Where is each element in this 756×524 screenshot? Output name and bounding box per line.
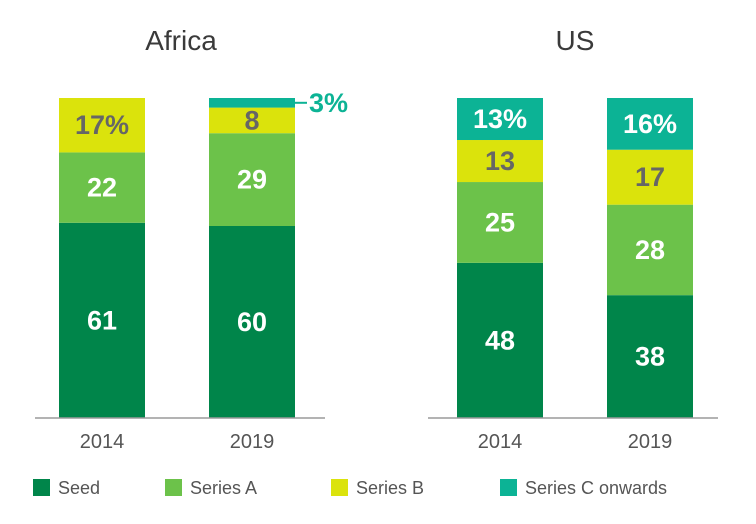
bar-segment-africa-2019-series-b [209, 107, 295, 134]
x-tick-label-africa-2014: 2014 [80, 431, 125, 453]
data-label-africa-2014-series-b: 17% [75, 110, 129, 140]
bar-segment-us-2019-series-a [607, 204, 693, 296]
legend-item-series-c-onwards: Series C onwards [500, 478, 667, 498]
data-label-us-2019-series-b: 17 [635, 162, 665, 192]
data-label-africa-2019-series-a: 29 [237, 165, 267, 195]
x-tick-label-us-2019: 2019 [628, 431, 673, 453]
bar-segment-us-2014-series-b [457, 140, 543, 183]
bar-segment-us-2014-seed [457, 262, 543, 418]
bar-segment-us-2014-series-c-onwards [457, 98, 543, 141]
bars-layer: 61 22 17% 60 29 8 3% 48 25 13 13% 38 28 17 16% [59, 88, 693, 418]
x-tick-label-africa-2019: 2019 [230, 431, 275, 453]
legend: Seed Series A Series B Series C onwards [33, 478, 667, 498]
data-label-us-2014-series-a: 25 [485, 207, 515, 237]
data-label-africa-2014-seed: 61 [87, 305, 117, 335]
bar-segment-africa-2014-seed [59, 222, 145, 418]
legend-swatch-series-c-onwards [500, 479, 517, 496]
legend-label-series-a: Series A [190, 478, 257, 498]
data-label-us-2019-series-a: 28 [635, 235, 665, 265]
data-label-africa-2019-series-c-onwards: 3% [309, 88, 348, 118]
legend-swatch-series-a [165, 479, 182, 496]
data-label-africa-2019-seed: 60 [237, 307, 267, 337]
data-label-us-2014-series-c-onwards: 13% [473, 104, 527, 134]
legend-label-seed: Seed [58, 478, 100, 498]
legend-item-seed: Seed [33, 478, 100, 498]
legend-item-series-b: Series B [331, 478, 424, 498]
bar-segment-us-2014-series-a [457, 182, 543, 263]
bar-segment-africa-2019-seed [209, 226, 295, 418]
legend-swatch-seed [33, 479, 50, 496]
bar-segment-africa-2014-series-a [59, 152, 145, 223]
data-label-africa-2019-series-b: 8 [244, 105, 259, 135]
legend-swatch-series-b [331, 479, 348, 496]
legend-label-series-b: Series B [356, 478, 424, 498]
data-label-us-2019-series-c-onwards: 16% [623, 109, 677, 139]
chart-title-us: US [556, 25, 595, 56]
bar-segment-us-2019-seed [607, 295, 693, 418]
tick-labels-layer: 2014 2019 2014 2019 [80, 431, 673, 453]
bar-segment-africa-2019-series-a [209, 133, 295, 226]
legend-label-series-c-onwards: Series C onwards [525, 478, 667, 498]
data-label-us-2014-seed: 48 [485, 325, 515, 355]
bar-segment-us-2019-series-b [607, 149, 693, 205]
x-tick-label-us-2014: 2014 [478, 431, 523, 453]
bar-segment-africa-2019-series-c-onwards [209, 98, 295, 108]
data-label-us-2019-seed: 38 [635, 342, 665, 372]
bar-segment-us-2019-series-c-onwards [607, 98, 693, 150]
data-label-us-2014-series-b: 13 [485, 146, 515, 176]
data-label-africa-2014-series-a: 22 [87, 173, 117, 203]
bar-segment-africa-2014-series-b [59, 98, 145, 153]
legend-item-series-a: Series A [165, 478, 257, 498]
chart-title-africa: Africa [145, 25, 217, 56]
